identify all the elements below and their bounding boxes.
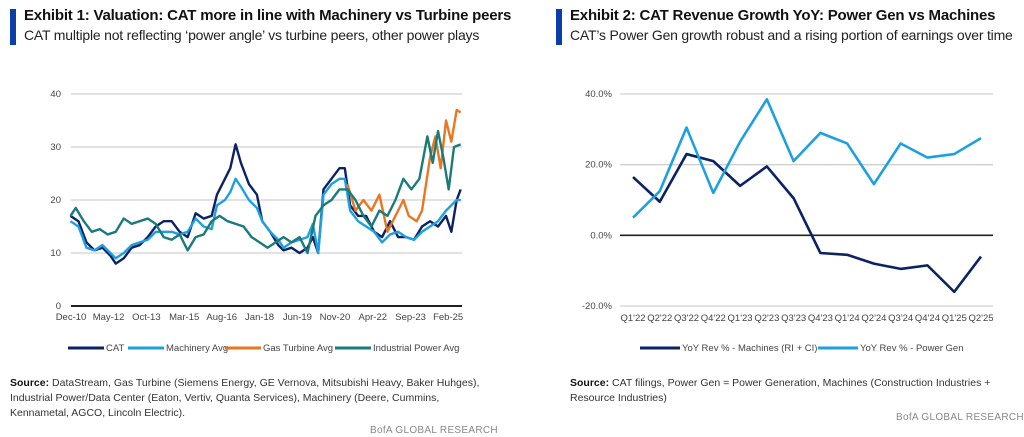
x-tick-label: Jan-18 <box>245 312 274 323</box>
series-line <box>632 98 982 219</box>
accent-bar <box>10 9 16 45</box>
legend-label: Gas Turbine Avg <box>263 343 333 354</box>
x-tick-label: Q2'24 <box>861 313 886 324</box>
chart-source: Source: CAT filings, Power Gen = Power G… <box>570 376 1020 406</box>
y-tick-label: 20 <box>50 195 61 206</box>
legend-label: Industrial Power Avg <box>373 343 459 354</box>
y-tick-label: 10 <box>50 248 61 259</box>
y-tick-label: 0 <box>56 301 61 312</box>
chart-source: Source: DataStream, Gas Turbine (Siemens… <box>10 376 500 421</box>
x-tick-label: Aug-16 <box>206 312 237 323</box>
source-label: Source: <box>10 377 50 389</box>
x-tick-label: Q2'23 <box>754 313 779 324</box>
source-text: DataStream, Gas Turbine (Siemens Energy,… <box>10 377 480 419</box>
legend-label: CAT <box>106 343 124 354</box>
legend-label: Machinery Avg <box>166 343 228 354</box>
series-line <box>632 152 983 294</box>
legend-label: YoY Rev % - Machines (RI + CI) <box>682 343 817 354</box>
source-text: CAT filings, Power Gen = Power Generatio… <box>570 377 991 404</box>
y-tick-label: -20.0% <box>582 301 613 312</box>
x-tick-label: Oct-13 <box>132 312 161 323</box>
x-tick-label: Sep-23 <box>395 312 426 323</box>
brand-label: BofA GLOBAL RESEARCH <box>896 412 1024 423</box>
x-tick-label: Q2'25 <box>968 313 993 324</box>
accent-bar <box>556 9 562 45</box>
x-tick-label: Q1'24 <box>835 313 860 324</box>
exhibit-1-panel: Exhibit 1: Valuation: CAT more in line w… <box>10 0 512 437</box>
x-tick-label: Q2'22 <box>647 313 672 324</box>
legend-label: YoY Rev % - Power Gen <box>860 343 964 354</box>
x-tick-label: Mar-15 <box>169 312 199 323</box>
x-tick-label: Q3'24 <box>888 313 913 324</box>
y-tick-label: 30 <box>50 142 61 153</box>
x-tick-label: Dec-10 <box>56 312 87 323</box>
y-tick-label: 20.0% <box>585 160 612 171</box>
chart-subtitle: CAT’s Power Gen growth robust and a risi… <box>570 27 1013 43</box>
chart-title: Exhibit 1: Valuation: CAT more in line w… <box>24 7 512 24</box>
y-tick-label: 40 <box>50 89 61 100</box>
chart-subtitle: CAT multiple not reflecting ‘power angle… <box>24 27 480 43</box>
x-tick-label: Q4'22 <box>701 313 726 324</box>
x-tick-label: Q3'22 <box>674 313 699 324</box>
y-tick-label: 0.0% <box>590 230 612 241</box>
y-tick-label: 40.0% <box>585 89 612 100</box>
series-line <box>69 177 461 260</box>
brand-label: BofA GLOBAL RESEARCH <box>370 425 498 436</box>
x-tick-label: Q1'25 <box>942 313 967 324</box>
x-tick-label: Feb-25 <box>433 312 463 323</box>
x-tick-label: May-12 <box>93 312 125 323</box>
series-line <box>346 108 462 234</box>
source-label: Source: <box>570 377 610 389</box>
chart-title: Exhibit 2: CAT Revenue Growth YoY: Power… <box>570 7 996 24</box>
x-tick-label: Q3'23 <box>781 313 806 324</box>
x-tick-label: Q4'24 <box>915 313 940 324</box>
exhibit-2-panel: Exhibit 2: CAT Revenue Growth YoY: Power… <box>556 0 1024 437</box>
x-tick-label: Q1'22 <box>620 313 645 324</box>
x-tick-label: Nov-20 <box>320 312 351 323</box>
series-line <box>69 129 462 255</box>
x-tick-label: Jun-19 <box>283 312 312 323</box>
x-tick-label: Q4'23 <box>808 313 833 324</box>
x-tick-label: Q1'23 <box>728 313 753 324</box>
x-tick-label: Apr-22 <box>359 312 388 323</box>
